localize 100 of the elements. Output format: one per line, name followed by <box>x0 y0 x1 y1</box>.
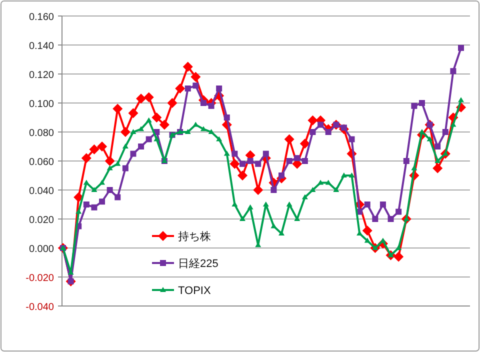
point <box>450 122 456 127</box>
point <box>138 126 144 132</box>
point <box>340 172 347 178</box>
y-tick-label: 0.100 <box>28 99 54 110</box>
point <box>144 92 154 102</box>
point <box>232 202 238 206</box>
point <box>333 187 340 192</box>
point <box>83 202 90 208</box>
point <box>294 155 300 162</box>
point <box>146 136 152 142</box>
point <box>362 226 372 236</box>
point <box>76 208 82 214</box>
y-tick-label: 0.040 <box>28 186 54 197</box>
point <box>278 172 285 178</box>
point <box>411 102 418 109</box>
point <box>89 144 100 154</box>
legend-label: 日経225 <box>178 258 218 270</box>
point <box>167 98 178 108</box>
point <box>411 165 418 170</box>
legend-label: 持ち株 <box>178 230 211 243</box>
point <box>192 82 199 89</box>
point <box>81 153 92 164</box>
point <box>255 160 262 167</box>
point <box>104 156 115 166</box>
point <box>106 165 113 170</box>
point <box>308 115 318 126</box>
point <box>300 138 310 149</box>
point <box>136 94 146 104</box>
point <box>278 230 285 236</box>
point <box>286 158 292 164</box>
point <box>237 170 248 180</box>
y-tick-label: 0.060 <box>28 157 54 168</box>
point <box>184 86 191 92</box>
point <box>83 180 90 185</box>
point <box>325 180 332 185</box>
point <box>122 144 128 148</box>
point <box>122 165 128 172</box>
point <box>302 158 308 164</box>
point <box>396 208 402 215</box>
point <box>450 68 456 74</box>
point <box>200 100 206 106</box>
point <box>364 238 370 243</box>
point <box>262 150 269 157</box>
point <box>458 44 464 51</box>
y-tick-label: 0.000 <box>28 244 54 255</box>
point <box>396 245 402 250</box>
point <box>442 129 448 135</box>
point <box>230 158 240 169</box>
point <box>356 230 363 236</box>
point <box>318 122 324 128</box>
point <box>91 204 98 210</box>
point <box>130 150 136 157</box>
point <box>325 129 332 135</box>
point <box>434 144 441 150</box>
point <box>458 97 464 102</box>
point <box>120 127 130 137</box>
point <box>200 126 206 132</box>
point <box>364 202 370 208</box>
y-tick-label: -0.040 <box>26 302 54 313</box>
point <box>434 158 441 163</box>
point <box>224 150 230 156</box>
point <box>152 112 162 122</box>
point <box>372 216 378 222</box>
point <box>270 223 277 228</box>
point <box>159 120 170 130</box>
point <box>253 185 264 195</box>
point <box>310 187 316 192</box>
point <box>239 160 246 167</box>
point <box>216 86 222 92</box>
point <box>388 216 394 222</box>
y-tick-label: -0.020 <box>26 273 54 284</box>
point <box>286 202 292 206</box>
point <box>138 144 144 150</box>
point <box>403 158 410 164</box>
point <box>99 180 106 185</box>
point <box>146 117 152 122</box>
point <box>97 142 108 152</box>
point <box>216 136 222 142</box>
point <box>184 129 191 134</box>
point <box>99 198 106 205</box>
point <box>239 216 246 221</box>
point <box>270 187 277 193</box>
point <box>91 187 98 192</box>
point <box>175 84 186 94</box>
point <box>112 104 123 114</box>
point <box>380 238 386 243</box>
point <box>128 108 138 118</box>
legend-label: TOPIX <box>178 285 212 297</box>
y-tick-label: 0.120 <box>28 70 54 81</box>
point <box>394 252 404 262</box>
y-tick-label: 0.020 <box>28 215 54 226</box>
point <box>208 102 214 109</box>
point <box>294 216 300 221</box>
point <box>432 163 443 174</box>
y-tick-label: 0.080 <box>28 128 54 139</box>
point <box>426 136 433 142</box>
point <box>190 72 201 82</box>
point <box>232 150 238 157</box>
point <box>208 129 214 134</box>
point <box>182 62 193 72</box>
